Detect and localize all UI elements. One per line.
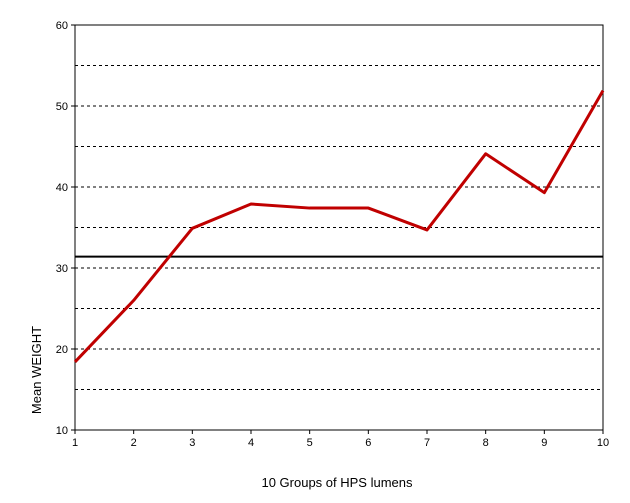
x-tick-label: 5 xyxy=(307,437,313,449)
y-tick-label: 20 xyxy=(56,344,68,356)
x-axis-title: 10 Groups of HPS lumens xyxy=(261,475,413,490)
y-tick-label: 50 xyxy=(56,101,68,113)
x-tick-label: 4 xyxy=(248,437,254,449)
y-tick-label: 40 xyxy=(56,182,68,194)
y-tick-label: 60 xyxy=(56,20,68,32)
y-tick-label: 30 xyxy=(56,263,68,275)
x-tick-label: 10 xyxy=(597,437,609,449)
x-tick-label: 9 xyxy=(541,437,547,449)
x-tick-label: 1 xyxy=(72,437,78,449)
x-tick-label: 8 xyxy=(483,437,489,449)
x-tick-label: 7 xyxy=(424,437,430,449)
line xyxy=(73,89,605,363)
x-tick-label: 6 xyxy=(365,437,371,449)
plot-frame xyxy=(74,24,604,431)
x-tick-label: 2 xyxy=(131,437,137,449)
y-axis-title: Mean WEIGHT xyxy=(29,326,44,414)
y-tick-label: 10 xyxy=(56,425,68,437)
x-tick-label: 3 xyxy=(189,437,195,449)
